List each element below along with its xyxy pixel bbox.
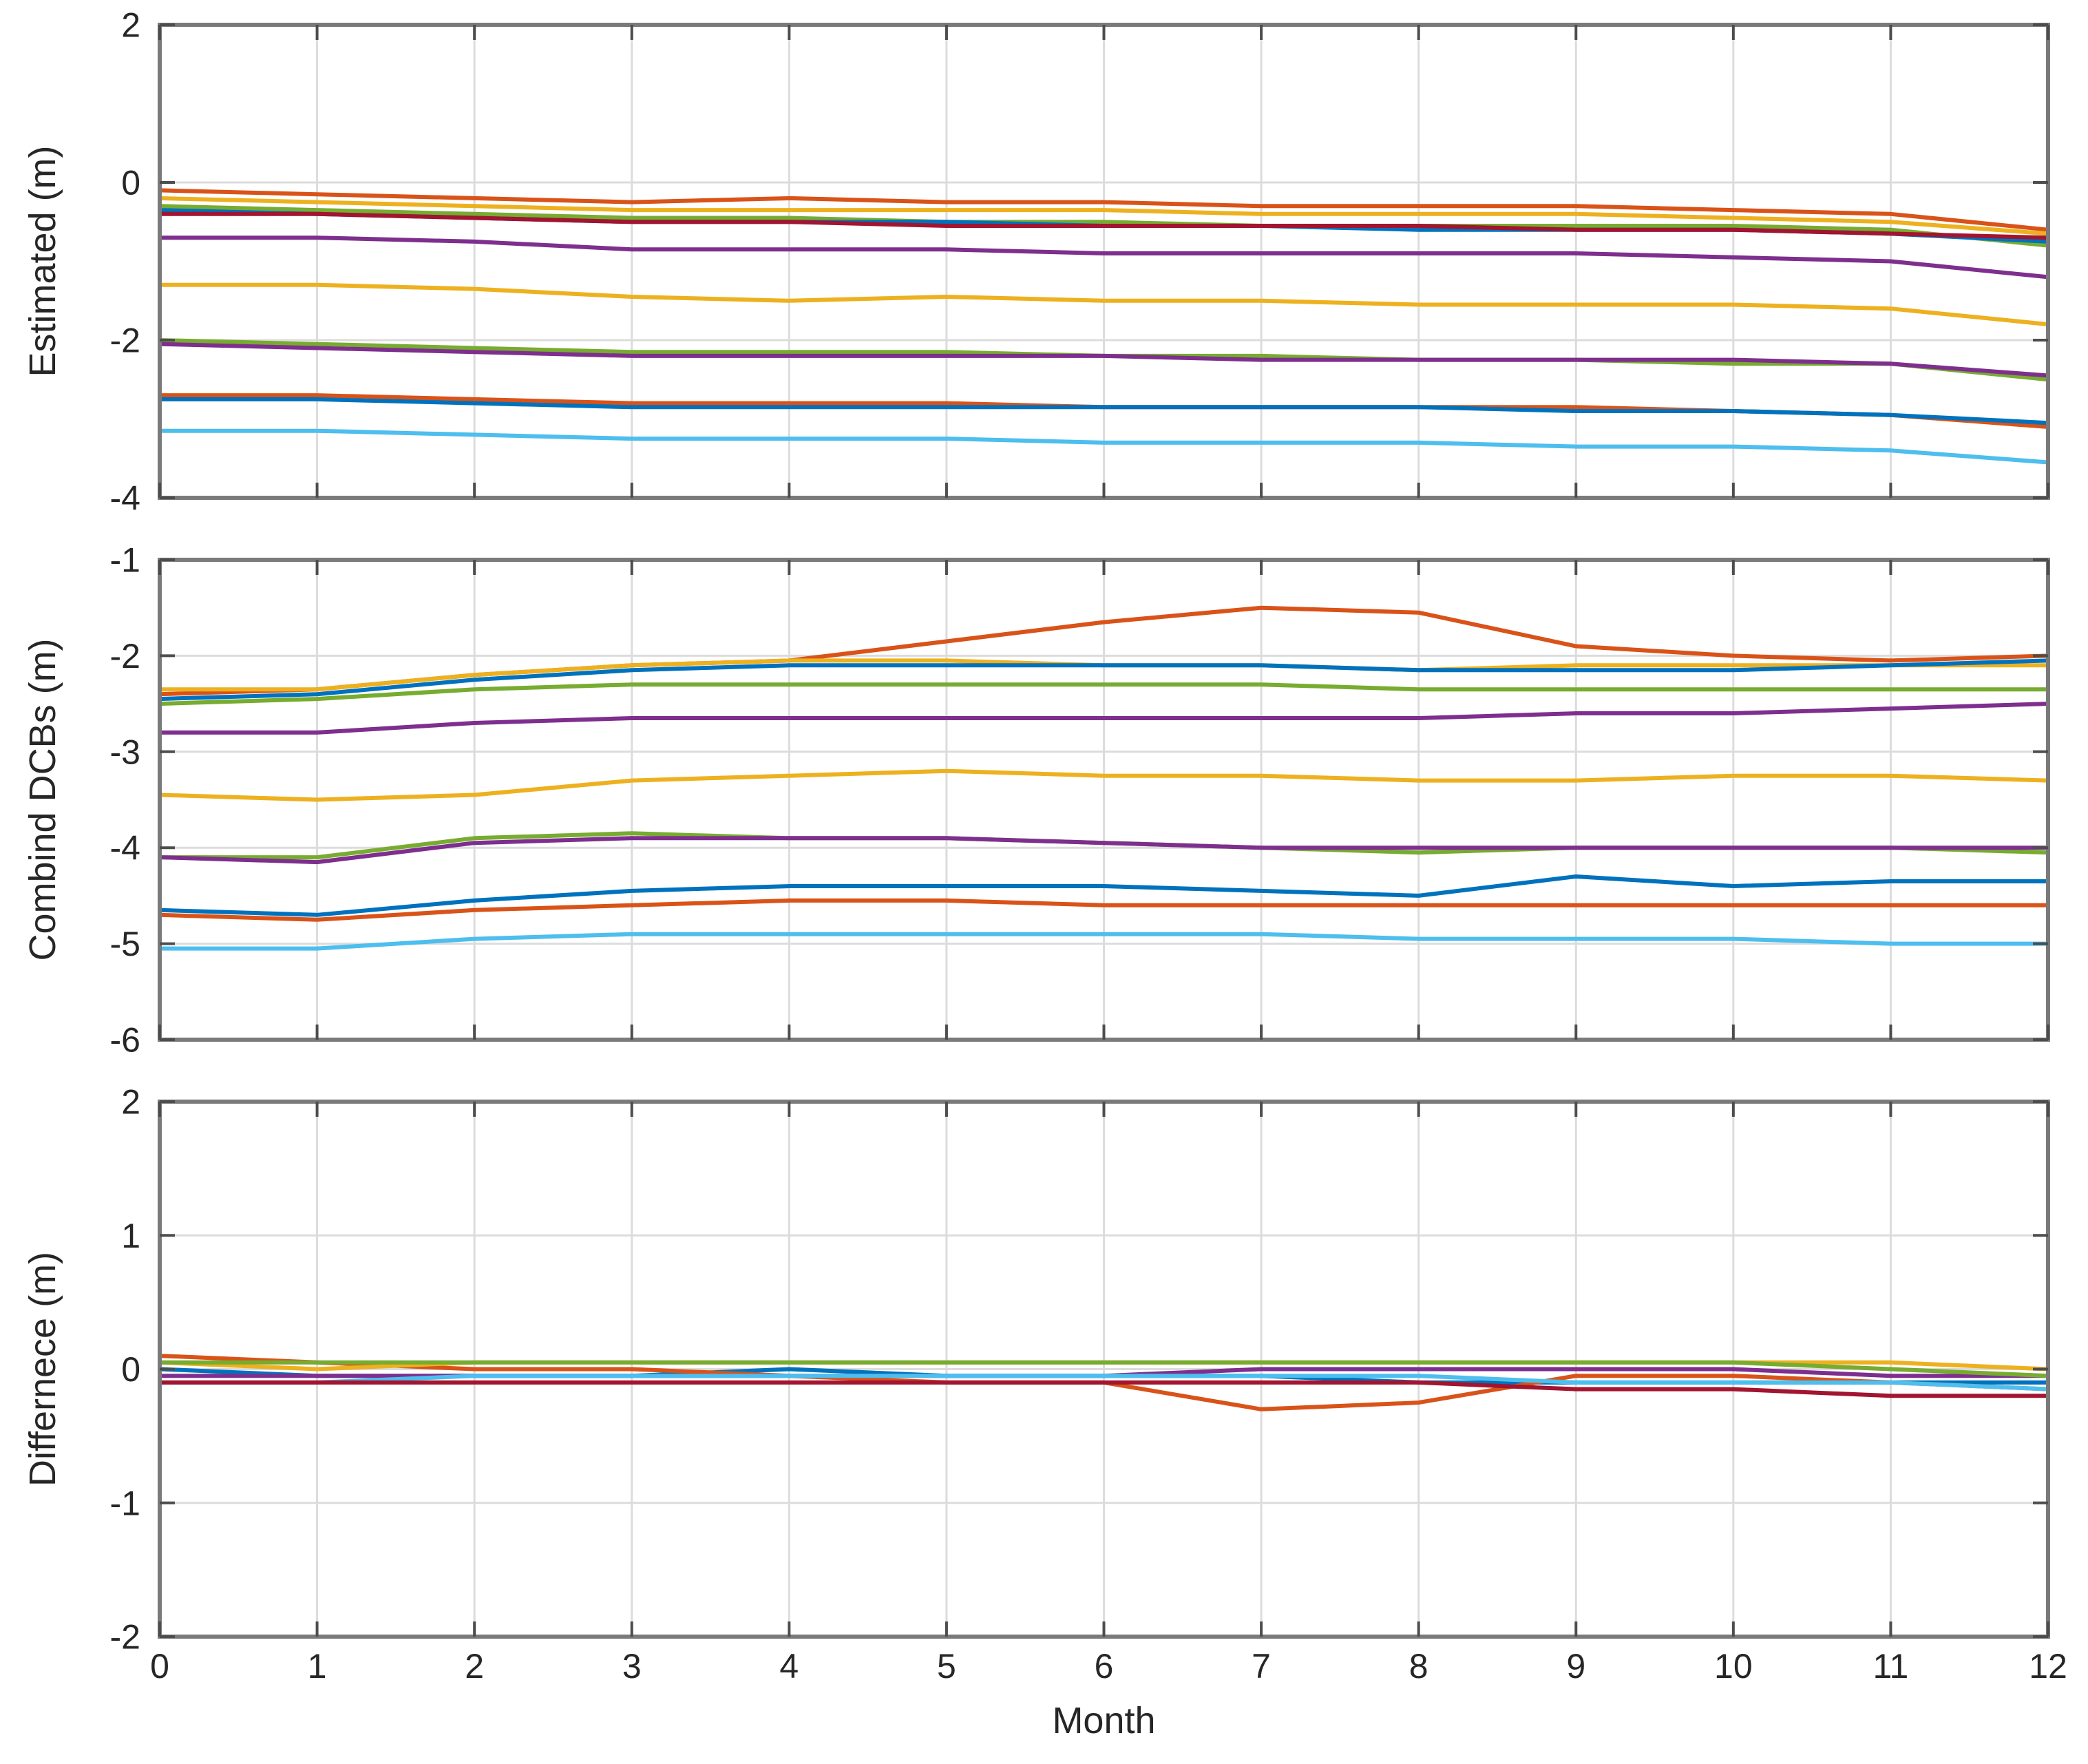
y-tick-label: 0 [121,164,140,202]
series-line-6 [159,768,2049,802]
series-line-1 [159,188,2049,232]
series-line-12 [160,428,2049,465]
series-line-7 [160,282,2049,327]
series-line-9 [159,342,2049,378]
y-tick-label: -5 [110,925,140,963]
series-line-11 [160,397,2049,426]
x-tick-label: 11 [1873,1647,1908,1686]
x-tick-label: 4 [779,1647,799,1686]
y-tick-label: 0 [121,1350,140,1389]
x-tick-label: 8 [1409,1647,1428,1686]
y-tick-label: -3 [110,733,140,771]
series-line-6 [160,1374,2049,1392]
y-tick-label: -6 [110,1021,140,1060]
x-tick-label: 2 [465,1647,484,1686]
series-line-9 [159,874,2048,917]
y-tick-label: 2 [121,6,140,45]
y-tick-label: -2 [110,637,140,675]
y-axis-label: Estimated (m) [22,145,63,377]
series-line-2 [159,196,2049,236]
y-axis-label: Differnece (m) [22,1252,63,1487]
y-tick-label: 2 [121,1083,140,1122]
x-tick-label: 9 [1566,1647,1585,1686]
y-tick-label: 1 [121,1217,140,1255]
series-line-3 [159,204,2049,248]
x-tick-label: 0 [150,1647,169,1686]
series-line-3 [159,658,2049,702]
series-line-8 [159,836,2048,865]
series-line-6 [160,235,2049,280]
y-axis-label: Combind DCBs (m) [22,638,63,960]
series-line-10 [159,898,2048,922]
y-tick-label: -2 [110,1618,140,1657]
x-tick-label: 1 [308,1647,327,1686]
x-tick-label: 10 [1714,1647,1753,1686]
series-line-11 [160,932,2048,951]
panel-1: -4 -2 0 2 Estimated (m) [22,6,2050,518]
y-tick-label: -4 [110,829,140,868]
y-tick-label: -4 [110,479,140,518]
y-tick-label: -1 [110,1484,140,1522]
x-axis-label: Month [1052,1700,1155,1741]
series-line-7 [160,1380,2048,1398]
series-line-5 [160,1360,2049,1378]
x-tick-label: 5 [937,1647,956,1686]
x-tick-label: 12 [2029,1647,2067,1686]
series-line-5 [160,702,2049,735]
y-tick-label: -2 [110,322,140,360]
series-line-5 [160,211,2049,240]
panel-2: -6 -5 -4 -3 -2 -1 Combind DCBs (m) [22,541,2050,1060]
y-tick-label: -1 [110,541,140,580]
x-tick-label: 7 [1252,1647,1271,1686]
series-line-4 [159,682,2048,706]
x-tick-label: 3 [622,1647,642,1686]
x-tick-label: 6 [1095,1647,1114,1686]
